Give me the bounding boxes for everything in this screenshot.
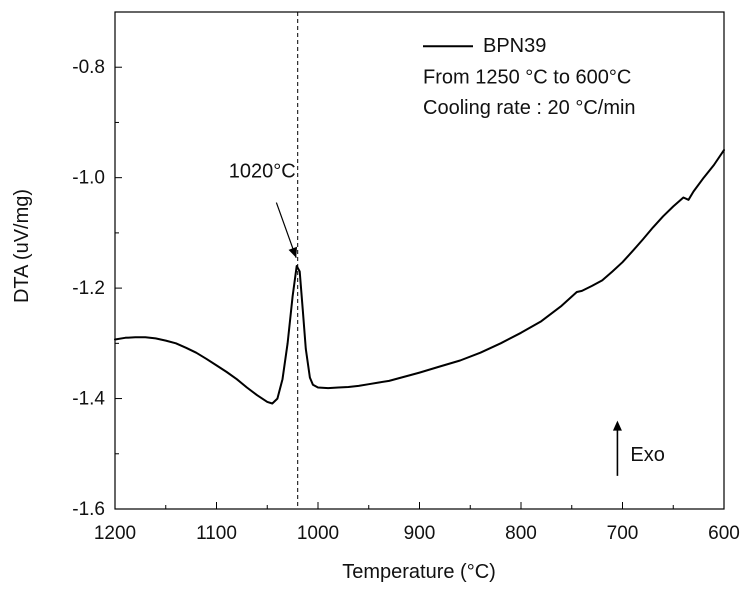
legend-text-1: BPN39 <box>483 35 546 57</box>
axes-layer: 1200 1100 1000 900 800 700 600 -1.6 -1.4 -1.2 -1.0… <box>72 11 740 544</box>
x-tick-label: 800 <box>505 523 537 544</box>
peak-arrow-head <box>288 246 298 258</box>
y-tick-label: -0.8 <box>72 57 105 78</box>
x-tick-label: 900 <box>404 523 436 544</box>
plot-frame <box>114 11 725 510</box>
y-tick-label: -1.6 <box>72 499 105 520</box>
x-tick-label: 700 <box>607 523 639 544</box>
exo-label: Exo <box>630 444 664 466</box>
y-axis-label: DTA (uV/mg) <box>11 189 33 303</box>
y-tick-label: -1.0 <box>72 168 105 189</box>
legend-text-2: From 1250 °C to 600°C <box>423 66 631 88</box>
annotation-layer: 1020°C BPN39 From 1250 °C to 600°C Cooling … <box>229 12 665 509</box>
peak-label: 1020°C <box>229 161 296 183</box>
series-line-bpn39 <box>114 149 725 405</box>
x-axis-label: Temperature (°C) <box>342 561 496 583</box>
x-tick-label: 1100 <box>196 523 237 544</box>
y-tick-label: -1.4 <box>72 389 105 410</box>
x-tick-label: 600 <box>708 523 740 544</box>
plot-layer <box>114 149 725 405</box>
legend-text-3: Cooling rate : 20 °C/min <box>423 97 636 119</box>
exo-arrow-head <box>612 420 622 431</box>
x-tick-label: 1200 <box>94 523 136 544</box>
y-tick-label: -1.2 <box>72 278 105 299</box>
x-tick-label: 1000 <box>297 523 339 544</box>
